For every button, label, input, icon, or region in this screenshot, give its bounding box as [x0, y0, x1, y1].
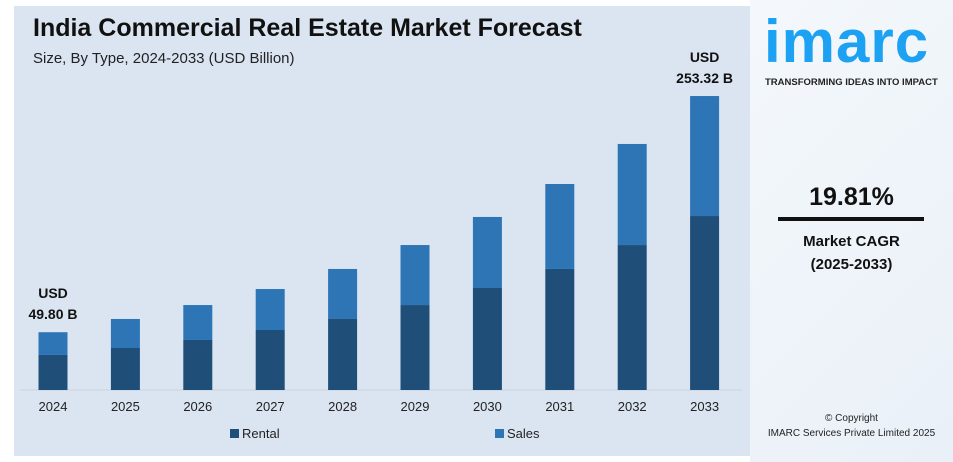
x-tick-label: 2033: [690, 399, 719, 414]
bar-sales-2025: [110, 318, 140, 348]
bar-rental-2026: [183, 339, 213, 390]
bar-sales-2030: [472, 216, 502, 288]
bar-sales-2026: [183, 305, 213, 340]
legend-swatch-sales: [495, 429, 504, 438]
data-label: 253.32 B: [676, 70, 733, 86]
cagr-divider: [778, 217, 924, 221]
x-tick-label: 2031: [545, 399, 574, 414]
legend-label-rental: Rental: [242, 426, 280, 441]
data-label: USD: [690, 49, 720, 65]
side-panel: [750, 0, 953, 462]
x-tick-label: 2024: [39, 399, 68, 414]
bar-rental-2027: [255, 329, 285, 390]
x-tick-label: 2029: [401, 399, 430, 414]
bar-rental-2031: [545, 268, 575, 390]
bar-sales-2029: [400, 245, 430, 306]
x-tick-label: 2030: [473, 399, 502, 414]
legend-swatch-rental: [230, 429, 239, 438]
copyright: © Copyright: [825, 413, 878, 424]
bar-rental-2028: [328, 318, 358, 390]
x-tick-label: 2026: [183, 399, 212, 414]
tagline: TRANSFORMING IDEAS INTO IMPACT: [765, 77, 938, 88]
x-tick-label: 2027: [256, 399, 285, 414]
bar-rental-2033: [690, 216, 720, 390]
legend-label-sales: Sales: [507, 426, 540, 441]
bar-sales-2031: [545, 183, 575, 269]
bar-rental-2024: [38, 354, 68, 390]
chart-title: India Commercial Real Estate Market Fore…: [33, 14, 582, 42]
bar-sales-2028: [328, 268, 358, 319]
cagr-period: (2025-2033): [810, 256, 893, 273]
imarc-logo: imarc: [764, 8, 930, 75]
x-tick-label: 2028: [328, 399, 357, 414]
bar-rental-2025: [110, 347, 140, 390]
bar-sales-2027: [255, 289, 285, 330]
data-label: USD: [38, 285, 68, 301]
bar-rental-2029: [400, 305, 430, 390]
x-tick-label: 2025: [111, 399, 140, 414]
x-tick-label: 2032: [618, 399, 647, 414]
bar-rental-2030: [472, 287, 502, 390]
data-label: 49.80 B: [28, 306, 77, 322]
bar-sales-2032: [617, 143, 647, 246]
chart-subtitle: Size, By Type, 2024-2033 (USD Billion): [33, 50, 295, 67]
bar-sales-2024: [38, 332, 68, 355]
bar-sales-2033: [690, 96, 720, 217]
bar-rental-2032: [617, 245, 647, 390]
copyright-company: IMARC Services Private Limited 2025: [767, 428, 936, 439]
cagr-value: 19.81%: [809, 183, 894, 211]
cagr-label: Market CAGR: [803, 233, 900, 250]
